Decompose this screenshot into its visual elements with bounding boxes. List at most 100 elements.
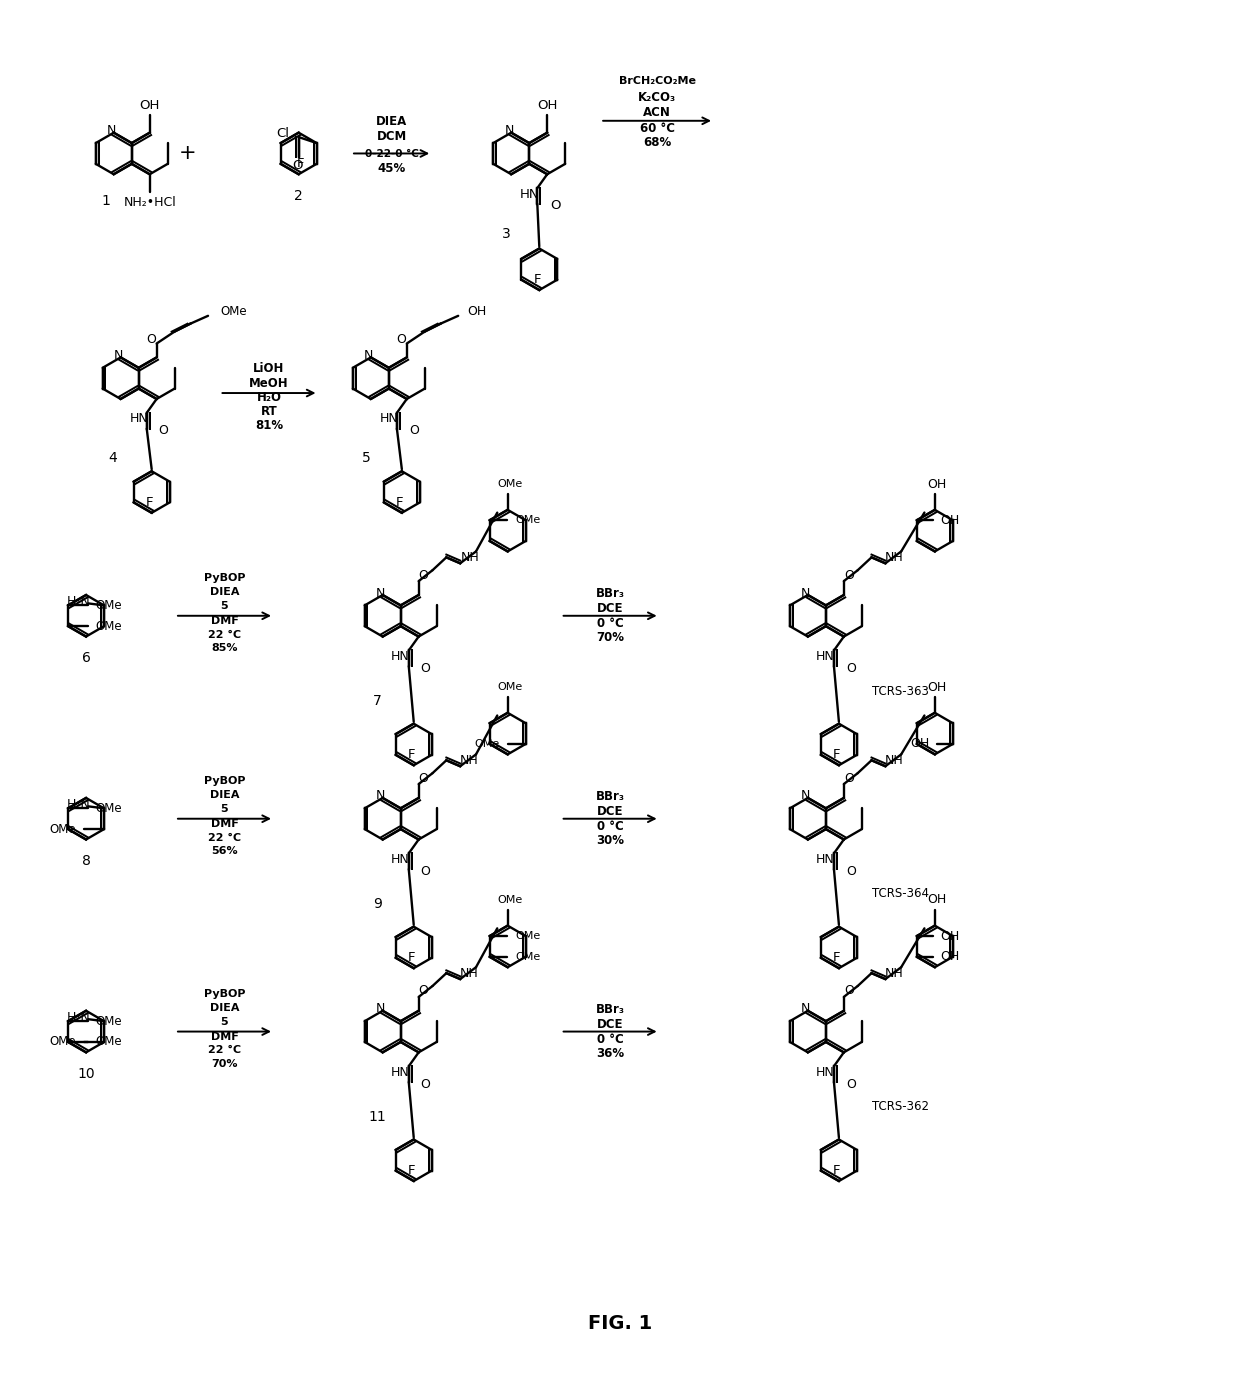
Text: O: O	[844, 771, 853, 785]
Text: 85%: 85%	[211, 644, 238, 654]
Text: DCM: DCM	[377, 130, 407, 143]
Text: 1: 1	[102, 194, 110, 208]
Text: 5: 5	[362, 452, 371, 465]
Text: 6: 6	[82, 651, 91, 665]
Text: TCRS-362: TCRS-362	[872, 1100, 929, 1114]
Text: F: F	[396, 496, 403, 508]
Text: OMe: OMe	[497, 895, 522, 904]
Text: 0-22-0 °C: 0-22-0 °C	[365, 150, 419, 159]
Text: PyBOP: PyBOP	[203, 573, 246, 583]
Text: NH: NH	[460, 967, 479, 979]
Text: N: N	[376, 1003, 386, 1015]
Text: TCRS-363: TCRS-363	[872, 684, 929, 698]
Text: F: F	[833, 748, 841, 762]
Text: OMe: OMe	[497, 681, 522, 692]
Text: F: F	[408, 951, 415, 964]
Text: 0 °C: 0 °C	[596, 1033, 624, 1046]
Text: H₂N: H₂N	[67, 1011, 91, 1024]
Text: OH: OH	[467, 305, 486, 319]
Text: LiOH: LiOH	[253, 361, 285, 375]
Text: H₂N: H₂N	[67, 596, 91, 608]
Text: 5: 5	[221, 601, 228, 611]
Text: O: O	[293, 159, 303, 172]
Text: N: N	[505, 125, 513, 137]
Text: MeOH: MeOH	[249, 377, 289, 389]
Text: ACN: ACN	[644, 107, 671, 119]
Text: OH: OH	[140, 100, 160, 112]
Text: OMe: OMe	[497, 479, 522, 489]
Text: HN: HN	[379, 413, 398, 425]
Text: OH: OH	[928, 478, 946, 490]
Text: 7: 7	[373, 694, 382, 708]
Text: HN: HN	[391, 1065, 409, 1079]
Text: OMe: OMe	[95, 1036, 123, 1048]
Text: 0 °C: 0 °C	[596, 820, 624, 834]
Text: 81%: 81%	[255, 420, 283, 432]
Text: N: N	[801, 586, 811, 600]
Text: 8: 8	[82, 855, 91, 868]
Text: DCE: DCE	[596, 805, 624, 819]
Text: N: N	[114, 349, 123, 361]
Text: BBr₃: BBr₃	[595, 1003, 625, 1017]
Text: OH: OH	[928, 680, 946, 694]
Text: OMe: OMe	[516, 951, 541, 961]
Text: 70%: 70%	[211, 1060, 238, 1069]
Text: 0 °C: 0 °C	[596, 618, 624, 630]
Text: OMe: OMe	[50, 1036, 77, 1048]
Text: O: O	[419, 569, 429, 582]
Text: O: O	[846, 662, 856, 674]
Text: RT: RT	[260, 406, 278, 418]
Text: HN: HN	[391, 853, 409, 866]
Text: OMe: OMe	[95, 1015, 123, 1028]
Text: O: O	[396, 332, 405, 346]
Text: F: F	[833, 951, 841, 964]
Text: OH: OH	[941, 950, 960, 964]
Text: BrCH₂CO₂Me: BrCH₂CO₂Me	[619, 76, 696, 86]
Text: O: O	[844, 985, 853, 997]
Text: OH: OH	[910, 737, 929, 751]
Text: NH: NH	[885, 967, 904, 979]
Text: N: N	[801, 789, 811, 802]
Text: NH: NH	[460, 753, 479, 767]
Text: DMF: DMF	[211, 1032, 238, 1042]
Text: O: O	[420, 1078, 430, 1090]
Text: NH: NH	[885, 753, 904, 767]
Text: N: N	[376, 586, 386, 600]
Text: 10: 10	[77, 1066, 95, 1082]
Text: OH: OH	[941, 929, 960, 943]
Text: TCRS-364: TCRS-364	[872, 888, 929, 900]
Text: 22 °C: 22 °C	[208, 630, 241, 640]
Text: O: O	[146, 332, 156, 346]
Text: 45%: 45%	[377, 162, 405, 175]
Text: HN: HN	[816, 650, 835, 663]
Text: OH: OH	[928, 893, 946, 906]
Text: FIG. 1: FIG. 1	[588, 1314, 652, 1334]
Text: O: O	[551, 199, 560, 212]
Text: F: F	[146, 496, 154, 508]
Text: O: O	[409, 424, 419, 438]
Text: DIEA: DIEA	[210, 587, 239, 597]
Text: DIEA: DIEA	[210, 789, 239, 801]
Text: 36%: 36%	[596, 1047, 624, 1060]
Text: 11: 11	[368, 1109, 387, 1123]
Text: F: F	[408, 748, 415, 762]
Text: F: F	[408, 1165, 415, 1177]
Text: HN: HN	[129, 413, 149, 425]
Text: BBr₃: BBr₃	[595, 587, 625, 601]
Text: Cl: Cl	[277, 126, 289, 140]
Text: H₂O: H₂O	[257, 392, 281, 404]
Text: F: F	[296, 158, 304, 170]
Text: 2: 2	[294, 188, 303, 204]
Text: BBr₃: BBr₃	[595, 791, 625, 803]
Text: 9: 9	[373, 897, 382, 911]
Text: OMe: OMe	[516, 515, 541, 525]
Text: DMF: DMF	[211, 819, 238, 828]
Text: 30%: 30%	[596, 834, 624, 848]
Text: 4: 4	[108, 452, 117, 465]
Text: 22 °C: 22 °C	[208, 832, 241, 842]
Text: N: N	[107, 125, 117, 137]
Text: O: O	[420, 662, 430, 674]
Text: OMe: OMe	[95, 619, 123, 633]
Text: O: O	[846, 864, 856, 878]
Text: HN: HN	[816, 853, 835, 866]
